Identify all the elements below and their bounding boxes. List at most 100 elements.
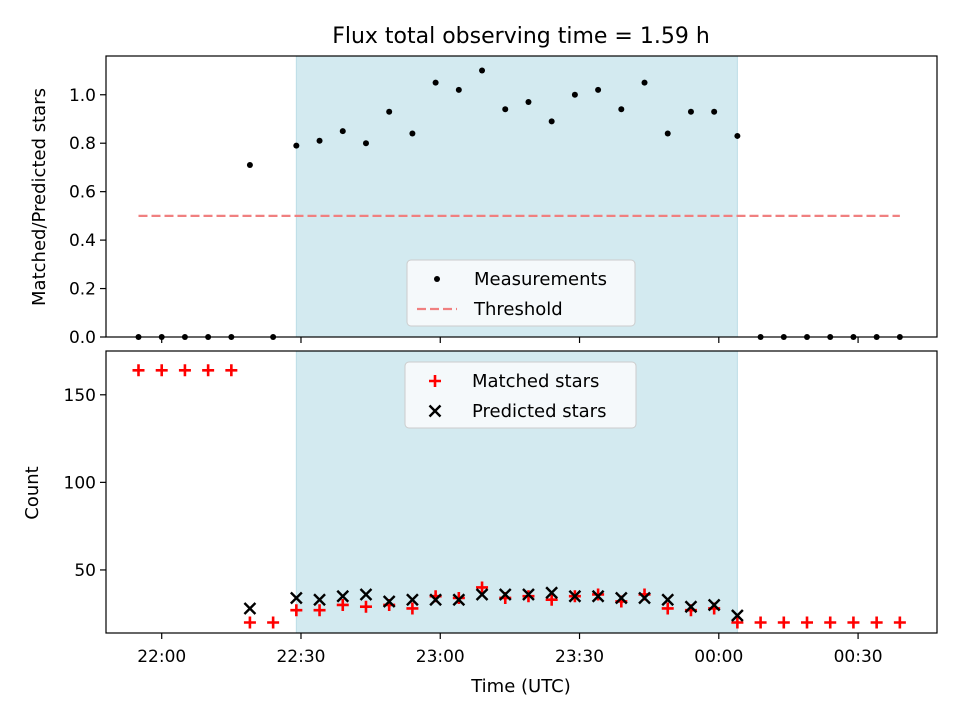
- matched-star-point: [132, 364, 145, 377]
- legend-label: Measurements: [474, 269, 607, 290]
- x-tick-label: 22:00: [137, 647, 186, 667]
- matched-star-point: [754, 616, 767, 629]
- top-y-tick-label: 0.4: [69, 231, 96, 251]
- top-legend: Measurements Threshold: [406, 259, 636, 327]
- matched-star-point: [313, 604, 326, 617]
- predicted-star-point: [336, 589, 350, 603]
- chart-title: Flux total observing time = 1.59 h: [332, 24, 710, 49]
- predicted-star-point: [406, 593, 419, 607]
- measurement-point: [502, 106, 509, 113]
- measurement-point: [548, 118, 555, 125]
- measurement-point: [409, 130, 416, 137]
- legend-matched-marker: [429, 375, 441, 387]
- bottom-legend: Matched stars Predicted stars: [404, 361, 637, 429]
- legend-label: Threshold: [473, 299, 563, 320]
- measurement-point: [687, 108, 694, 115]
- x-tick-label: 23:30: [555, 647, 604, 667]
- predicted-star-point: [707, 598, 721, 612]
- predicted-star-point: [545, 586, 559, 600]
- legend-box: [404, 361, 637, 429]
- matched-star-point: [243, 616, 256, 629]
- matched-star-point: [824, 616, 837, 629]
- matched-star-point: [476, 581, 489, 594]
- predicted-star-point: [429, 593, 442, 607]
- legend-label: Predicted stars: [472, 401, 606, 422]
- bottom-y-tick-label: 150: [64, 386, 96, 406]
- predicted-star-point: [289, 591, 303, 605]
- matched-star-point: [178, 364, 191, 377]
- predicted-star-point: [568, 589, 582, 603]
- top-y-tick-label: 0.6: [69, 183, 96, 203]
- matched-star-point: [522, 590, 535, 603]
- measurement-point: [479, 67, 486, 74]
- measurement-point: [246, 162, 253, 169]
- measurement-point: [664, 130, 671, 137]
- matched-star-point: [267, 616, 280, 629]
- matched-star-point: [731, 616, 744, 629]
- measurement-point: [362, 140, 369, 147]
- matched-star-point: [406, 602, 419, 615]
- x-axis-label: Time (UTC): [470, 676, 571, 697]
- matched-star-point: [661, 602, 674, 615]
- measurement-point: [293, 142, 300, 149]
- matched-star-point: [225, 364, 238, 377]
- top-y-tick-label: 0.8: [69, 134, 96, 154]
- matched-star-point: [870, 616, 883, 629]
- matched-star-point: [359, 600, 372, 613]
- predicted-star-point: [661, 593, 675, 607]
- bottom-y-axis-label: Count: [22, 466, 43, 519]
- predicted-star-point: [452, 593, 466, 607]
- top-y-axis-label: Matched/Predicted stars: [29, 88, 50, 306]
- predicted-star-point: [614, 591, 628, 605]
- matched-star-point: [592, 588, 605, 601]
- x-tick-label: 23:00: [416, 647, 465, 667]
- matched-star-point: [155, 364, 168, 377]
- measurement-point: [711, 108, 718, 115]
- x-tick-label: 00:00: [694, 647, 743, 667]
- x-tick-label: 00:30: [834, 647, 883, 667]
- bottom-plot-frame: [105, 350, 938, 634]
- measurement-point: [525, 99, 532, 106]
- legend-measurements-marker: [434, 276, 440, 282]
- bottom-y-tick-label: 100: [64, 473, 96, 493]
- matched-star-point: [801, 616, 814, 629]
- predicted-star-point: [243, 602, 257, 615]
- x-tick-label: 22:30: [276, 647, 325, 667]
- measurement-point: [386, 108, 393, 115]
- predicted-star-point: [591, 589, 605, 603]
- matched-star-point: [777, 616, 790, 629]
- predicted-star-point: [359, 588, 373, 601]
- predicted-star-point: [498, 588, 512, 601]
- matched-star-point: [452, 591, 465, 604]
- legend-box: [406, 259, 636, 327]
- legend-label: Matched stars: [472, 371, 599, 392]
- predicted-star-point: [731, 609, 744, 622]
- top-y-tick-label: 0.0: [69, 328, 96, 348]
- predicted-star-point: [638, 591, 651, 605]
- legend-predicted-marker: [428, 404, 442, 418]
- predicted-star-point: [313, 593, 326, 607]
- measurement-point: [339, 128, 346, 135]
- measurement-point: [734, 132, 741, 139]
- predicted-star-point: [475, 588, 489, 601]
- top-y-tick-label: 1.0: [69, 86, 96, 106]
- measurement-point: [316, 137, 323, 144]
- plot-layer: 0.0 0.2 0.4 0.6 0.8 1.0 50 100 150 22:00 22:30 23:0…: [64, 55, 938, 667]
- measurement-point: [618, 106, 625, 113]
- matched-star-point: [336, 598, 349, 611]
- top-y-tick-label: 0.2: [69, 280, 96, 300]
- bottom-y-tick-label: 50: [74, 561, 96, 581]
- predicted-star-point: [382, 595, 396, 608]
- measurement-point: [432, 79, 439, 86]
- matched-star-point: [545, 593, 558, 606]
- matched-star-point: [893, 616, 906, 629]
- matched-star-point: [290, 604, 303, 617]
- matched-star-point: [847, 616, 860, 629]
- measurement-point: [595, 86, 602, 93]
- measurement-point: [641, 79, 648, 86]
- top-plot-frame: [105, 55, 938, 338]
- matched-star-point: [202, 364, 215, 377]
- measurement-point: [455, 86, 462, 93]
- predicted-star-point: [522, 588, 535, 601]
